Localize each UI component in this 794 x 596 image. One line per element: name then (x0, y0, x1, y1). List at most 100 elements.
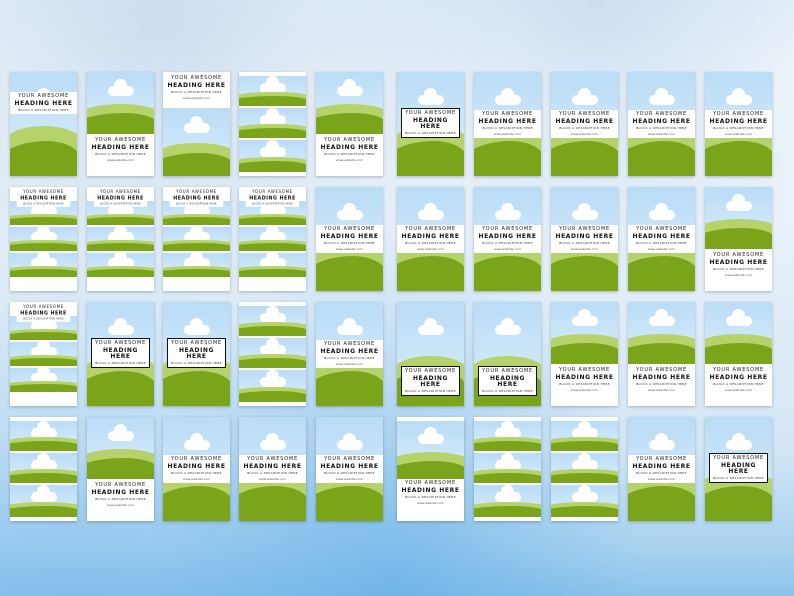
template-card[interactable]: YOUR AWESOME HEADING HERE BLOCK A DESCRIPT… (163, 417, 230, 521)
heading-block: YOUR AWESOME HEADING HERE BLOCK A DESCRIPT… (163, 74, 230, 102)
template-card[interactable]: YOUR AWESOME HEADING HERE BLOCK A DESCRIPT… (10, 72, 77, 176)
hill (397, 460, 464, 481)
cloud-icon (259, 432, 286, 450)
template-card[interactable]: YOUR AWESOME HEADING HERE BLOCK A DESCRIPT… (87, 302, 154, 406)
template-card[interactable] (239, 302, 306, 406)
template-card[interactable]: YOUR AWESOME HEADING HERE BLOCK A DESCRIPT… (397, 187, 464, 291)
template-card[interactable]: YOUR AWESOME HEADING HERE BLOCK A DESCRIPT… (705, 417, 772, 521)
hill (163, 242, 230, 251)
heading-block: YOUR AWESOME HEADING HERE BLOCK A DESCRIPT… (93, 189, 148, 207)
template-card[interactable] (474, 417, 541, 521)
cloud-icon (571, 308, 598, 326)
heading-line-2: HEADING HERE (555, 374, 614, 381)
heading-line-1: YOUR AWESOME (559, 367, 610, 373)
subtitle: BLOCK A DESCRIPTION HERE (324, 241, 375, 245)
template-card[interactable] (551, 417, 618, 521)
template-card[interactable]: YOUR AWESOME HEADING HERE BLOCK A DESCRIPT… (316, 187, 383, 291)
heading-line-2: HEADING HERE (720, 462, 757, 475)
website-text: www.website.com (258, 477, 287, 481)
heading-block: YOUR AWESOME HEADING HERE BLOCK A DESCRIPT… (16, 304, 71, 322)
heading-line-1: YOUR AWESOME (482, 368, 533, 374)
subtitle: BLOCK A DESCRIPTION HERE (171, 361, 222, 365)
template-card[interactable]: YOUR AWESOME HEADING HERE BLOCK A DESCRIPT… (551, 72, 618, 176)
template-card[interactable]: YOUR AWESOME HEADING HERE BLOCK A DESCRIPT… (628, 302, 695, 406)
template-card[interactable]: YOUR AWESOME HEADING HERE BLOCK A DESCRIPT… (474, 72, 541, 176)
heading-line-1: YOUR AWESOME (247, 456, 298, 462)
heading-block: YOUR AWESOME HEADING HERE BLOCK A DESCRIPT… (628, 225, 695, 253)
landscape-illustration (163, 253, 230, 277)
template-card[interactable]: YOUR AWESOME HEADING HERE BLOCK A DESCRIPT… (705, 187, 772, 291)
subtitle: BLOCK A DESCRIPTION HERE (18, 108, 69, 112)
template-card[interactable] (239, 72, 306, 176)
subtitle: BLOCK A DESCRIPTION HERE (713, 126, 764, 130)
cloud-icon (107, 78, 134, 96)
template-card[interactable]: YOUR AWESOME HEADING HERE BLOCK A DESCRIPT… (10, 187, 77, 291)
hill (87, 370, 154, 406)
landscape-illustration (239, 227, 306, 251)
template-card[interactable]: YOUR AWESOME HEADING HERE BLOCK A DESCRIPT… (551, 302, 618, 406)
heading-block: YOUR AWESOME HEADING HERE BLOCK A DESCRIPT… (167, 338, 226, 368)
heading-line-2: HEADING HERE (632, 118, 691, 125)
template-card[interactable]: YOUR AWESOME HEADING HERE BLOCK A DESCRIPT… (397, 417, 464, 521)
template-card[interactable]: YOUR AWESOME HEADING HERE BLOCK A DESCRIPT… (87, 417, 154, 521)
hill (397, 255, 464, 291)
heading-line-2: HEADING HERE (489, 375, 526, 388)
cloud-icon (259, 76, 286, 93)
template-card[interactable]: YOUR AWESOME HEADING HERE BLOCK A DESCRIPT… (628, 417, 695, 521)
heading-line-1: YOUR AWESOME (171, 456, 222, 462)
website-text: www.website.com (724, 273, 753, 277)
subtitle: BLOCK A DESCRIPTION HERE (252, 202, 293, 206)
template-card[interactable]: YOUR AWESOME HEADING HERE BLOCK A DESCRIPT… (239, 187, 306, 291)
template-card[interactable]: YOUR AWESOME HEADING HERE BLOCK A DESCRIPT… (87, 187, 154, 291)
template-card[interactable]: YOUR AWESOME HEADING HERE BLOCK A DESCRIPT… (316, 417, 383, 521)
template-card[interactable]: YOUR AWESOME HEADING HERE BLOCK A DESCRIPT… (163, 302, 230, 406)
template-card[interactable]: YOUR AWESOME HEADING HERE BLOCK A DESCRIPT… (10, 302, 77, 406)
cloud-icon (648, 87, 675, 105)
template-card[interactable]: YOUR AWESOME HEADING HERE BLOCK A DESCRIPT… (397, 72, 464, 176)
heading-line-2: HEADING HERE (632, 463, 691, 470)
landscape-illustration (705, 302, 772, 364)
template-card[interactable]: YOUR AWESOME HEADING HERE BLOCK A DESCRIPT… (316, 72, 383, 176)
hill (239, 161, 306, 172)
subtitle: BLOCK A DESCRIPTION HERE (171, 471, 222, 475)
heading-line-2: HEADING HERE (478, 118, 537, 125)
heading-block: YOUR AWESOME HEADING HERE BLOCK A DESCRIPT… (401, 366, 460, 396)
cloud-icon (417, 202, 444, 220)
subtitle: BLOCK A DESCRIPTION HERE (176, 202, 217, 206)
heading-block: YOUR AWESOME HEADING HERE BLOCK A DESCRIPT… (478, 366, 537, 396)
hill (705, 342, 772, 364)
template-card[interactable]: YOUR AWESOME HEADING HERE BLOCK A DESCRIPT… (551, 187, 618, 291)
website-text: www.website.com (182, 96, 211, 100)
landscape-illustration (628, 302, 695, 364)
template-card[interactable]: YOUR AWESOME HEADING HERE BLOCK A DESCRIPT… (163, 187, 230, 291)
website-text: www.website.com (106, 158, 135, 162)
website-text: www.website.com (335, 158, 364, 162)
template-card[interactable]: YOUR AWESOME HEADING HERE BLOCK A DESCRIPT… (87, 72, 154, 176)
heading-block: YOUR AWESOME HEADING HERE BLOCK A DESCRIPT… (705, 366, 772, 394)
template-card[interactable]: YOUR AWESOME HEADING HERE BLOCK A DESCRIPT… (628, 187, 695, 291)
cloud-icon (259, 108, 286, 125)
landscape-illustration (239, 108, 306, 138)
hill (397, 140, 464, 176)
template-card[interactable]: YOUR AWESOME HEADING HERE BLOCK A DESCRIPT… (474, 187, 541, 291)
template-card[interactable]: YOUR AWESOME HEADING HERE BLOCK A DESCRIPT… (316, 302, 383, 406)
subtitle: BLOCK A DESCRIPTION HERE (171, 90, 222, 94)
website-text: www.website.com (724, 132, 753, 136)
template-card[interactable]: YOUR AWESOME HEADING HERE BLOCK A DESCRIPT… (397, 302, 464, 406)
heading-line-1: YOUR AWESOME (636, 367, 687, 373)
cloud-icon (648, 202, 675, 220)
heading-line-1: YOUR AWESOME (171, 340, 222, 346)
subtitle: BLOCK A DESCRIPTION HERE (23, 317, 64, 321)
heading-line-1: YOUR AWESOME (559, 111, 610, 117)
template-card[interactable]: YOUR AWESOME HEADING HERE BLOCK A DESCRIPT… (628, 72, 695, 176)
cloud-icon (30, 453, 57, 470)
heading-line-1: YOUR AWESOME (324, 341, 375, 347)
landscape-illustration (474, 453, 541, 483)
subtitle: BLOCK A DESCRIPTION HERE (405, 131, 456, 135)
template-card[interactable]: YOUR AWESOME HEADING HERE BLOCK A DESCRIPT… (474, 302, 541, 406)
template-card[interactable]: YOUR AWESOME HEADING HERE BLOCK A DESCRIPT… (705, 72, 772, 176)
template-card[interactable]: YOUR AWESOME HEADING HERE BLOCK A DESCRIPT… (239, 417, 306, 521)
template-card[interactable]: YOUR AWESOME HEADING HERE BLOCK A DESCRIPT… (163, 72, 230, 176)
template-card[interactable]: YOUR AWESOME HEADING HERE BLOCK A DESCRIPT… (705, 302, 772, 406)
template-card[interactable] (10, 417, 77, 521)
